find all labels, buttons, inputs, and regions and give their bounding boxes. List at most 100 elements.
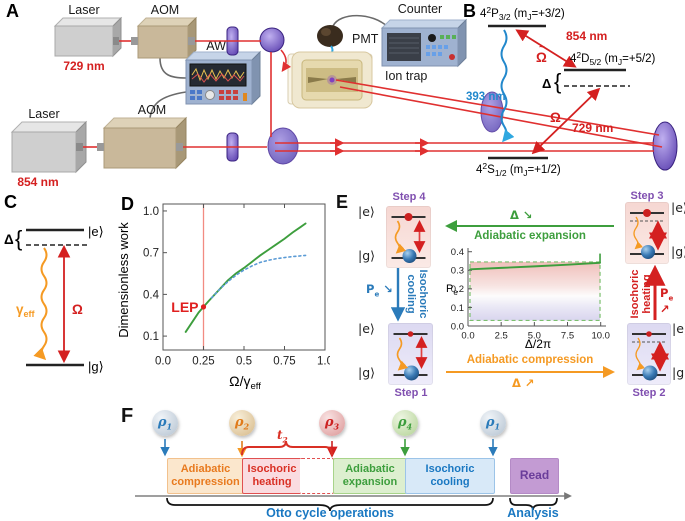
decay-wavy-arrow — [633, 216, 643, 250]
adiabatic-expansion-label: Adiabatic expansion — [474, 230, 586, 242]
awg-buttons — [190, 90, 247, 101]
ion-trap-label: Ion trap — [385, 69, 427, 83]
step2-ket-g: |g⟩ — [672, 365, 685, 380]
state-rho3-badge: ρ3 — [319, 410, 345, 436]
laser-854-wavelength: 854 nm — [17, 175, 58, 189]
trap-electrode-left — [308, 77, 328, 83]
pe-decrease-label: Pe ↘ — [366, 282, 393, 299]
delta-brace: { — [15, 226, 22, 251]
inset-ylabel: Pe — [446, 283, 458, 297]
isochoric-cooling-label: Isochoriccooling — [405, 270, 429, 319]
aom-bottom-device — [97, 116, 188, 170]
y-tick-label: 1.0 — [143, 206, 159, 218]
isochoric-heating-label: Isochoricheating — [629, 270, 653, 319]
excited-population-dot — [646, 331, 652, 337]
panel-b-label: B — [463, 1, 476, 21]
y-tick-label: 0.1 — [451, 303, 464, 314]
panel-a-experimental-setup: A Laser 729 nm AOM AWG — [6, 1, 678, 189]
x-tick-label: 0.0 — [155, 356, 171, 368]
transition-854-label: 854 nm — [566, 29, 607, 43]
panel-e-plot-area: 0.0 2.5 5.0 7.5 10.0 0.0 0.1 0.2 0.3 0.4 — [451, 247, 610, 341]
ion-trap-device — [287, 51, 373, 109]
laser-729-aperture — [113, 37, 119, 45]
phase-isochoric-heating: Isochoric heating — [242, 458, 302, 494]
step1-label: Step 1 — [394, 387, 428, 399]
panel-c-two-level: C Δ { |e⟩ |g⟩ γeff Ω — [4, 192, 104, 374]
panel-d-ylabel: Dimensionless work — [116, 222, 131, 338]
step4-ket-e: |e⟩ — [358, 204, 375, 219]
excited-population-dot — [407, 331, 414, 337]
step2-ket-e: |e⟩ — [672, 321, 685, 336]
transition-729-label: 729 nm — [572, 121, 613, 135]
laser-854-label: Laser — [28, 107, 59, 121]
cycle-region-box — [469, 261, 601, 322]
analysis-label: Analysis — [507, 506, 559, 520]
annotation-label: LEP — [171, 299, 198, 315]
laser-854-device — [10, 120, 88, 174]
step3-diagram — [625, 202, 669, 264]
awg-device — [184, 50, 262, 106]
ground-population-ball — [402, 249, 417, 263]
trapped-ion — [329, 77, 335, 83]
laser-729-label: Laser — [68, 3, 99, 17]
decay-393-arrow — [500, 29, 515, 143]
phase-read: Read — [510, 458, 559, 494]
transition-729-arrow — [531, 87, 601, 155]
panel-c-label: C — [4, 192, 17, 212]
phase-isochoric-cooling: Isochoric cooling — [405, 458, 495, 494]
ket-e-label: |e⟩ — [88, 224, 104, 239]
ground-population-ball — [642, 365, 658, 381]
phase-wait-extension — [300, 458, 334, 494]
annotation-point — [200, 304, 207, 310]
omega-tilde-accent: ~ — [539, 42, 545, 53]
panel-e-inset-chart: 0.0 2.5 5.0 7.5 10.0 0.0 0.1 0.2 0.3 0.4 Pe Δ/2π — [446, 247, 610, 351]
laser-854-aperture — [76, 143, 83, 151]
decay-wavy-arrow — [396, 337, 409, 371]
counter-display — [387, 33, 421, 61]
adiabatic-compression-label: Adiabatic compression — [466, 354, 594, 366]
gamma-eff-label: γeff — [16, 302, 36, 319]
decay-wavy-arrow — [394, 220, 407, 254]
series-solid — [469, 261, 601, 271]
x-tick-label: 0.75 — [273, 356, 295, 368]
transition-393-label: 393 nm — [466, 91, 506, 103]
x-tick-label: 5.0 — [528, 331, 541, 342]
omega-label: Ω — [72, 302, 83, 317]
t2-duration-label: t2 — [277, 428, 288, 445]
step1-diagram — [388, 323, 433, 385]
phase-adiabatic-compression: Adiabatic compression — [167, 458, 244, 494]
step4-ket-g: |g⟩ — [358, 248, 376, 263]
x-tick-label: 0.0 — [461, 331, 474, 342]
y-tick-label: 0.0 — [451, 321, 464, 332]
beam-combiner-lens — [267, 127, 299, 165]
detuning-brace: { — [554, 69, 561, 94]
counter-buttons — [426, 35, 456, 60]
omega-tilde-label: Ω — [536, 50, 547, 65]
expansion-delta-label: Δ ↘ — [510, 208, 533, 222]
ground-population-ball — [404, 365, 419, 381]
panel-d-work-chart: D Dimensionless work 0.0 0.25 0.5 0.75 1.00.… — [116, 194, 330, 392]
decay-wavy-arrow — [635, 337, 645, 371]
laser-729-device — [53, 16, 123, 58]
y-tick-label: 0.4 — [143, 289, 160, 301]
inset-xlabel: Δ/2π — [525, 337, 551, 351]
excited-population-dot — [643, 209, 651, 217]
x-tick-label: 2.5 — [495, 331, 508, 342]
step2-label: Step 2 — [632, 387, 666, 399]
level-s12-label: 42S1/2 (mJ=+1/2) — [476, 161, 561, 178]
panel-f-sequence: F ρ1 ρ2 ρ3 ρ4 ρ1 t2 Adiabatic compression… — [95, 395, 685, 521]
otto-cycle-operations-label: Otto cycle operations — [266, 506, 394, 520]
step3-ket-g: |g⟩ — [671, 244, 685, 259]
counter-device — [380, 18, 468, 68]
panel-a-label: A — [6, 1, 19, 21]
cable-awg-aom2 — [149, 91, 187, 119]
cable-aom1-awg — [159, 57, 187, 79]
pmt-device — [317, 25, 343, 47]
detuning-delta-label: Δ — [542, 76, 551, 91]
trap-electrode-right — [336, 77, 356, 83]
step4-diagram — [386, 206, 431, 268]
aom-top-label: AOM — [151, 3, 179, 17]
state-rho2-badge: ρ2 — [229, 410, 255, 436]
panel-b-level-scheme: B 42P3/2 (mJ=+3/2) 393 nm 854 nm ~ Ω 42D… — [463, 1, 656, 178]
